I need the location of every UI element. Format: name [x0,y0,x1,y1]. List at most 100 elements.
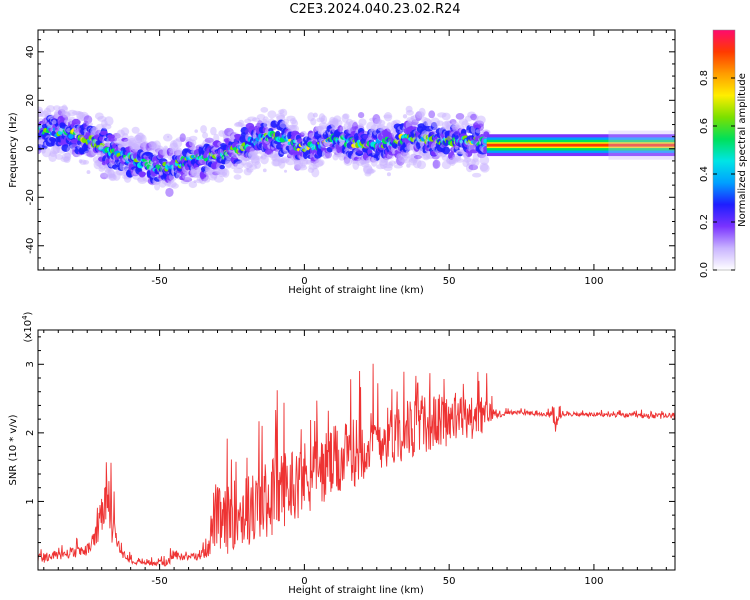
colorbar-tick-label: 0.4 [699,166,710,182]
spectrogram-cell [120,127,130,136]
spectrogram-cell [145,152,154,157]
spectrogram-cell [310,118,317,126]
spectrogram-cell [291,119,299,127]
spectrogram-cell [233,174,242,180]
spectrogram-cell [188,139,197,147]
spectrogram-cell [383,111,393,122]
spectrogram-cell [82,159,90,165]
spectrogram-cell [200,125,207,134]
spectrogram-cell [39,141,42,144]
spectrogram-cell [343,158,353,166]
spectrogram-cell [68,134,74,140]
spectrogram-cell [406,163,411,168]
colorbar-tick-label: 0.8 [699,70,710,86]
spectrogram-cell [138,171,147,177]
spectrogram-cell [51,119,57,125]
spectrogram-cell [260,107,269,113]
spectrogram-cell [154,182,161,191]
x-tick-label: 100 [584,276,603,287]
spectrogram-cell [98,144,104,150]
spectrogram-cell [405,109,414,116]
spectrogram-cell [279,108,288,117]
spectrogram-cell [413,154,422,160]
y-tick-label: 2 [25,430,36,436]
spectrogram-cell [479,155,490,165]
spectrogram-cell [317,130,322,135]
snr-ticks: -50 0 50 100 1 2 3 [25,330,675,587]
spectrogram-cell [254,161,261,169]
spectrogram-cell [233,167,244,174]
spectrogram-cell [131,126,140,134]
colorbar-ticks: 0.0 0.2 0.4 0.6 0.8 [699,70,735,278]
spectrogram-cell [386,172,391,177]
spectrogram-cell [83,115,93,125]
snr-x-axis-title: Height of straight line (km) [288,585,424,596]
spectrogram-cell [366,168,376,174]
spectrogram-cell [267,110,277,119]
spectrogram-cell [97,151,102,156]
spectrogram-cell [46,105,55,113]
spectrogram-cell [210,126,217,136]
colorbar: 0.0 0.2 0.4 0.6 0.8 Normalized spectral ampl… [699,29,748,278]
spectrogram-cell [331,149,336,153]
spectrogram-cell [470,113,477,121]
spectrogram-ticks: -50 0 50 100 -40 -20 0 20 40 [25,30,675,287]
spectrogram-cell [104,116,114,126]
spectrogram-cell [312,112,318,118]
colorbar-gradient [713,30,735,270]
x-tick-label: -50 [151,276,167,287]
spectrogram-cell [317,159,325,166]
x-tick-label: -50 [151,576,167,587]
spectrogram-cell [179,133,186,143]
spectrogram-cell [471,158,480,167]
y-tick-label: 40 [25,45,36,58]
colorbar-title: Normalized spectral amplitude [737,73,748,227]
spectrogram-cell [158,171,163,176]
spectrogram-cell [392,151,396,155]
spectrogram-cell [78,159,83,164]
spectrogram-cell [383,157,389,163]
spectrogram-cell [59,128,63,132]
spectrogram-cell [418,107,426,118]
spectrogram-cell [388,160,396,166]
spectrogram-cell [416,160,427,170]
spectrogram-cell [454,145,459,150]
spectrogram-cell [441,112,451,121]
spectrogram-cell [86,122,93,127]
spectrogram-cell [476,115,486,125]
x-tick-label: 100 [584,576,603,587]
y-tick-label: 0 [25,146,36,152]
spectrogram-cell [333,115,342,123]
spectrogram-cell [189,169,195,175]
spectrogram-band [486,143,675,147]
colorbar-tick-label: 0.2 [699,214,710,230]
spectrogram-cell [372,157,377,163]
spectrogram-cell [65,122,69,125]
colorbar-frame [712,29,736,271]
spectrogram-cell [432,159,441,169]
spectrogram-cell [246,167,249,171]
spectrogram-cell [281,161,284,164]
y-tick-label: 1 [25,498,36,504]
snr-plot-area [38,363,675,567]
spectrogram-cell [311,167,320,178]
x-tick-label: 0 [301,276,307,287]
spectrogram-cell [357,112,365,119]
spectrogram-cell [86,170,91,175]
snr-y-scale-label: (x104) [21,311,34,342]
spectrogram-band [608,130,675,160]
snr-series-line [38,363,675,567]
spectrogram-cell [204,137,214,143]
spectrogram-cell [358,118,367,127]
x-tick-label: 50 [443,276,456,287]
x-tick-label: 50 [443,576,456,587]
spectrogram-cell [406,156,410,160]
spectrogram-cell [167,135,170,138]
spectrogram-cell [193,180,197,183]
snr-frame [37,329,676,571]
spectrogram-cell [219,164,225,170]
spectrogram-cell [342,113,350,120]
spectrogram-cell [455,112,465,120]
spectrogram-cell [339,141,343,145]
